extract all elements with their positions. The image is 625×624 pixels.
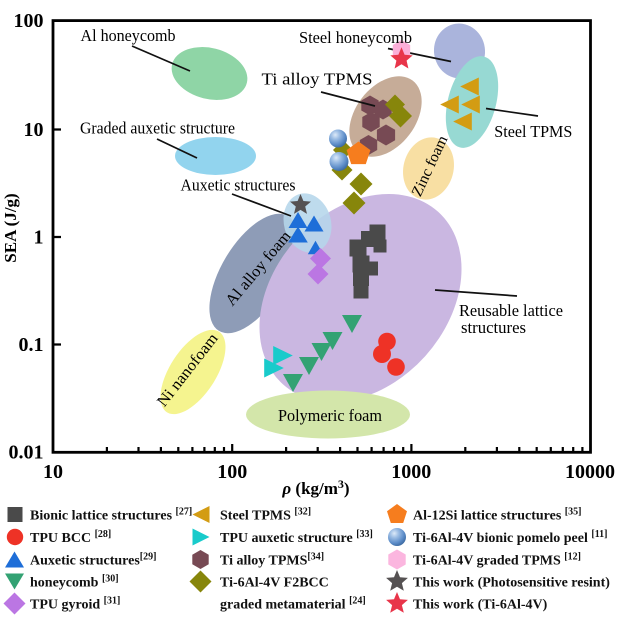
svg-text:This work (Ti-6Al-4V): This work (Ti-6Al-4V) (413, 597, 548, 612)
svg-text:Graded auxetic structure: Graded auxetic structure (80, 119, 235, 138)
svg-text:SEA (J/g): SEA (J/g) (1, 193, 20, 262)
svg-text:Steel honeycomb: Steel honeycomb (299, 28, 412, 47)
svg-text:TPU gyroid [31]: TPU gyroid [31] (30, 595, 120, 612)
svg-text:TPU auxetic structure [33]: TPU auxetic structure [33] (220, 529, 373, 546)
svg-text:Reusable lattice: Reusable lattice (459, 301, 563, 320)
svg-text:Auxetic structures[29]: Auxetic structures[29] (30, 551, 156, 568)
svg-text:Al-12Si lattice structures [35: Al-12Si lattice structures [35] (413, 506, 581, 523)
svg-text:Bionic lattice structures [27]: Bionic lattice structures [27] (30, 506, 192, 523)
svg-text:1: 1 (34, 227, 44, 249)
svg-text:Polymeric foam: Polymeric foam (278, 406, 382, 425)
svg-text:10000: 10000 (565, 461, 615, 483)
svg-text:Ti-6Al-4V bionic pomelo peel [: Ti-6Al-4V bionic pomelo peel [11] (413, 529, 608, 546)
svg-text:10: 10 (24, 119, 44, 141)
svg-text:This work (Photosensitive resi: This work (Photosensitive resint) (413, 575, 610, 590)
svg-text:0.1: 0.1 (19, 334, 44, 356)
svg-text:honeycomb [30]: honeycomb [30] (30, 573, 119, 590)
svg-text:Ti alloy TPMS: Ti alloy TPMS (262, 70, 373, 89)
svg-text:10: 10 (43, 461, 63, 483)
svg-text:Al honeycomb: Al honeycomb (81, 26, 176, 45)
svg-text:Steel TPMS: Steel TPMS (494, 122, 572, 141)
svg-text:Ti-6Al-4V graded TPMS [12]: Ti-6Al-4V graded TPMS [12] (413, 551, 581, 568)
svg-text:Ti alloy TPMS[34]: Ti alloy TPMS[34] (220, 551, 324, 568)
svg-text:100: 100 (14, 10, 44, 32)
svg-text:0.01: 0.01 (9, 442, 44, 464)
svg-text:Auxetic structures: Auxetic structures (181, 176, 296, 195)
svg-text:Ti-6Al-4V F2BCC: Ti-6Al-4V F2BCC (220, 575, 329, 590)
svg-text:structures: structures (461, 318, 526, 337)
svg-text:TPU BCC [28]: TPU BCC [28] (30, 529, 111, 546)
svg-text:ρ (kg/m3): ρ (kg/m3) (281, 477, 349, 498)
svg-text:1000: 1000 (391, 461, 431, 483)
svg-text:Steel TPMS [32]: Steel TPMS [32] (220, 506, 311, 523)
svg-text:graded metamaterial [24]: graded metamaterial [24] (220, 595, 366, 612)
svg-text:100: 100 (217, 461, 247, 483)
